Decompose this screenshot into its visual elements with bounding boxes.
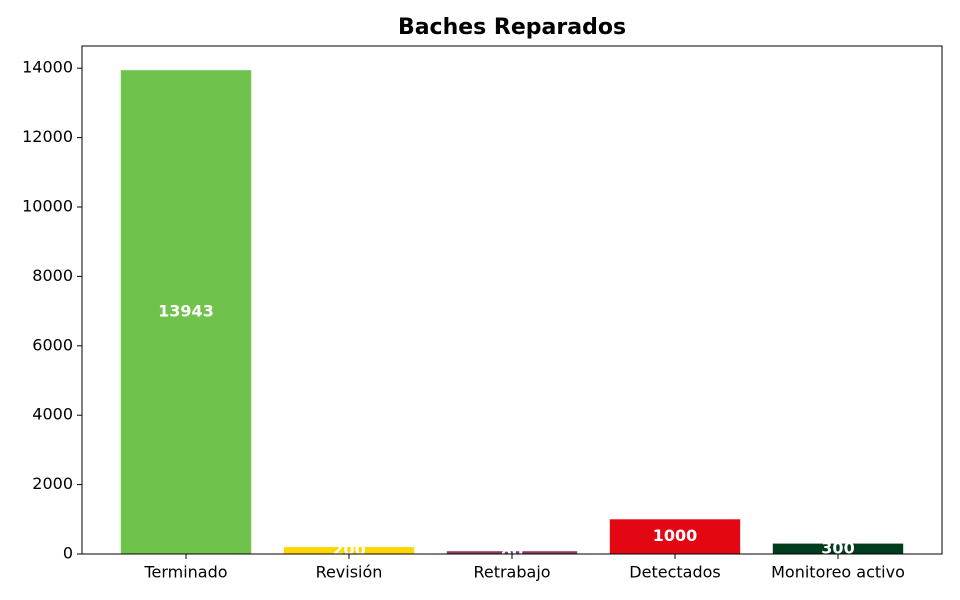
y-tick-label: 4000	[32, 405, 73, 424]
bar	[772, 543, 904, 554]
bar	[283, 547, 415, 554]
bar	[609, 519, 741, 554]
value-label: 300	[821, 538, 854, 557]
y-tick-label: 2000	[32, 474, 73, 493]
y-tick-label: 8000	[32, 266, 73, 285]
x-tick-label: Monitoreo activo	[771, 563, 905, 582]
value-label: 13943	[158, 302, 214, 321]
y-tick-label: 12000	[22, 127, 73, 146]
x-tick-label: Retrabajo	[473, 563, 550, 582]
x-tick-label: Revisión	[316, 563, 383, 582]
x-tick-label: Detectados	[629, 563, 720, 582]
y-tick-label: 0	[63, 544, 73, 563]
y-tick-label: 10000	[22, 197, 73, 216]
value-label: 80	[501, 542, 523, 561]
bar	[446, 551, 578, 554]
y-tick-label: 14000	[22, 58, 73, 77]
plot-frame	[81, 45, 943, 555]
value-label: 1000	[653, 526, 698, 545]
y-tick-label: 6000	[32, 335, 73, 354]
x-tick-label: Terminado	[143, 563, 227, 582]
chart-title: Baches Reparados	[398, 15, 626, 40]
bar	[120, 70, 252, 554]
